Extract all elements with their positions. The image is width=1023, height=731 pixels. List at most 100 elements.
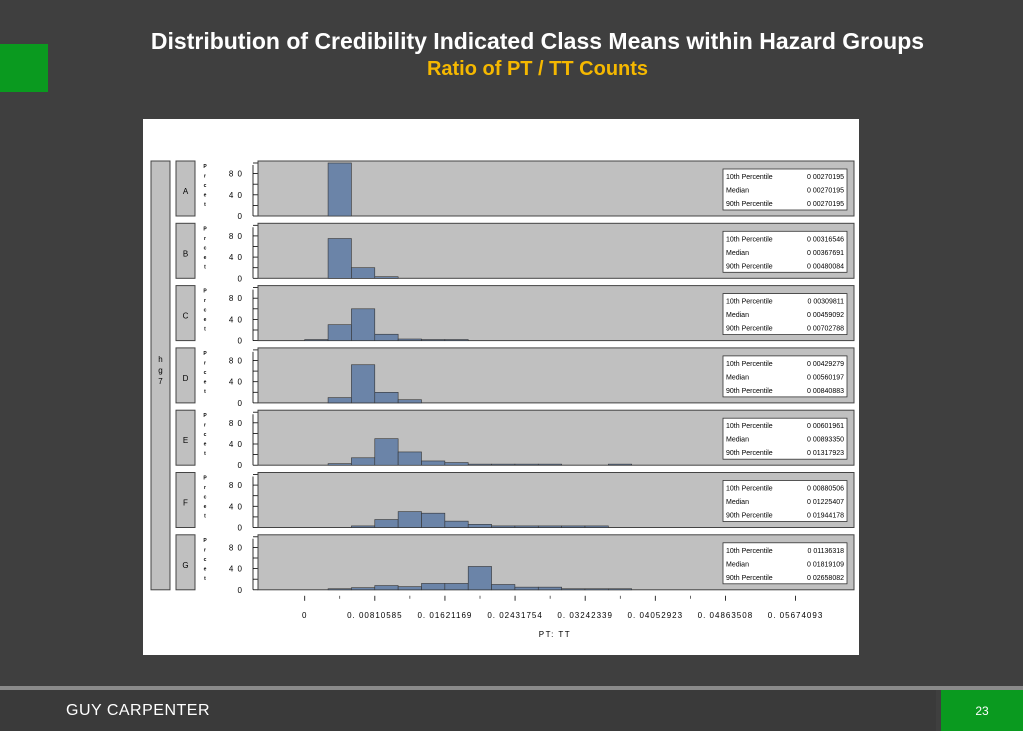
histogram-bar bbox=[397, 586, 422, 591]
panel-y-label: P bbox=[203, 226, 207, 232]
class-strip-b bbox=[175, 222, 196, 279]
page-number: 23 bbox=[975, 704, 989, 718]
x-axis-label: PT: TT bbox=[539, 630, 571, 639]
slide-title: Distribution of Credibility Indicated Cl… bbox=[150, 28, 925, 54]
y-tick-label: 0 bbox=[238, 524, 243, 533]
histogram-bar bbox=[304, 339, 329, 341]
stat-label: Median bbox=[726, 561, 749, 568]
stat-label: Median bbox=[726, 374, 749, 381]
panel-y-label: t bbox=[204, 389, 206, 395]
hazard-group-label: g bbox=[158, 366, 162, 375]
x-tick-label: 0. 02431754 bbox=[487, 611, 543, 620]
y-tick-label: 8 0 bbox=[229, 357, 243, 366]
panel-y-label: P bbox=[203, 351, 207, 357]
slide-subtitle: Ratio of PT / TT Counts bbox=[426, 58, 649, 80]
stat-value: 0 01317923 bbox=[807, 450, 844, 457]
histogram-bar bbox=[421, 512, 446, 528]
stat-label: 10th Percentile bbox=[726, 486, 773, 493]
stat-label: 10th Percentile bbox=[726, 548, 773, 555]
panel-y-label: c bbox=[204, 432, 207, 438]
stat-value: 0 00316546 bbox=[807, 236, 844, 243]
histogram-bar bbox=[421, 583, 446, 591]
y-tick-label: 4 0 bbox=[229, 315, 243, 324]
x-tick-label: 0. 03242339 bbox=[557, 611, 613, 620]
histogram-bar bbox=[374, 585, 399, 591]
histogram-bar bbox=[397, 338, 422, 341]
footer-brand: GUY CARPENTER bbox=[66, 702, 211, 719]
class-strip-a bbox=[175, 160, 196, 217]
histogram-bar bbox=[561, 525, 586, 528]
y-tick-label: 8 0 bbox=[229, 481, 243, 490]
y-tick-label: 8 0 bbox=[229, 170, 243, 179]
histogram-bar bbox=[561, 588, 586, 591]
histogram-bar bbox=[351, 525, 376, 528]
y-tick-label: 0 bbox=[238, 586, 243, 595]
stat-value: 0 00560197 bbox=[807, 374, 844, 381]
histogram-bar bbox=[327, 463, 352, 466]
panel-y-label: P bbox=[203, 164, 207, 170]
stat-label: 90th Percentile bbox=[726, 450, 773, 457]
histogram-bar bbox=[421, 339, 446, 341]
stat-label: 90th Percentile bbox=[726, 513, 773, 520]
class-label-a: A bbox=[183, 187, 189, 196]
panel-y-label: c bbox=[204, 183, 207, 189]
panel-y-label: c bbox=[204, 308, 207, 314]
y-tick-label: 4 0 bbox=[229, 253, 243, 262]
y-tick-label: 0 bbox=[238, 274, 243, 283]
panel-y-label: r bbox=[204, 547, 206, 553]
stats-box bbox=[722, 293, 848, 336]
panel-y-label: P bbox=[203, 476, 207, 482]
histogram-bar bbox=[537, 463, 562, 466]
panel-y-label: e bbox=[204, 379, 207, 385]
histogram-bar bbox=[537, 586, 562, 591]
histogram-bar bbox=[467, 524, 492, 528]
stat-value: 0 01944178 bbox=[807, 513, 844, 520]
stat-value: 0 00270195 bbox=[807, 201, 844, 208]
histogram-bar bbox=[327, 162, 352, 217]
x-tick-label: 0. 01621169 bbox=[417, 611, 472, 620]
y-tick-label: 8 0 bbox=[229, 294, 243, 303]
stat-value: 0 00367691 bbox=[807, 250, 844, 257]
stat-value: 0 02658082 bbox=[807, 575, 844, 582]
x-tick-label: 0. 04052923 bbox=[628, 611, 684, 620]
panel-y-label: c bbox=[204, 495, 207, 501]
histogram-bar bbox=[444, 583, 469, 591]
y-tick-label: 8 0 bbox=[229, 232, 243, 241]
histogram-bar bbox=[351, 364, 376, 404]
class-label-g: G bbox=[182, 561, 188, 570]
green-accent-tab bbox=[0, 44, 48, 92]
histogram-bar bbox=[608, 463, 632, 466]
panel-y-label: t bbox=[204, 264, 206, 270]
histogram-bar bbox=[327, 588, 352, 591]
stat-label: 90th Percentile bbox=[726, 575, 773, 582]
panel-y-label: P bbox=[203, 538, 207, 544]
page-number-box bbox=[941, 690, 1023, 731]
histogram-bar bbox=[514, 586, 539, 591]
histogram-bar bbox=[608, 588, 632, 591]
panel-y-label: t bbox=[204, 451, 206, 457]
panel-y-label: r bbox=[204, 298, 206, 304]
panel-y-label: c bbox=[204, 245, 207, 251]
stats-box bbox=[722, 417, 848, 460]
y-tick-label: 0 bbox=[238, 337, 243, 346]
x-tick-label: 0. 04863508 bbox=[698, 611, 754, 620]
stats-box bbox=[722, 542, 848, 585]
stat-value: 0 01819109 bbox=[807, 561, 844, 568]
histogram-bar bbox=[444, 520, 469, 528]
stat-label: Median bbox=[726, 312, 749, 319]
histogram-bar bbox=[514, 463, 539, 466]
stat-value: 0 01136318 bbox=[808, 548, 845, 555]
stat-label: Median bbox=[726, 437, 749, 444]
stat-label: Median bbox=[726, 250, 749, 257]
class-label-e: E bbox=[183, 436, 188, 445]
histogram-bar bbox=[374, 519, 399, 528]
x-tick-label: 0. 00810585 bbox=[347, 611, 403, 620]
y-tick-label: 4 0 bbox=[229, 378, 243, 387]
stat-label: 10th Percentile bbox=[726, 236, 773, 243]
class-label-b: B bbox=[183, 249, 188, 258]
histogram-bar bbox=[351, 308, 376, 341]
stat-label: 10th Percentile bbox=[726, 299, 773, 306]
histogram-bar bbox=[491, 525, 516, 528]
